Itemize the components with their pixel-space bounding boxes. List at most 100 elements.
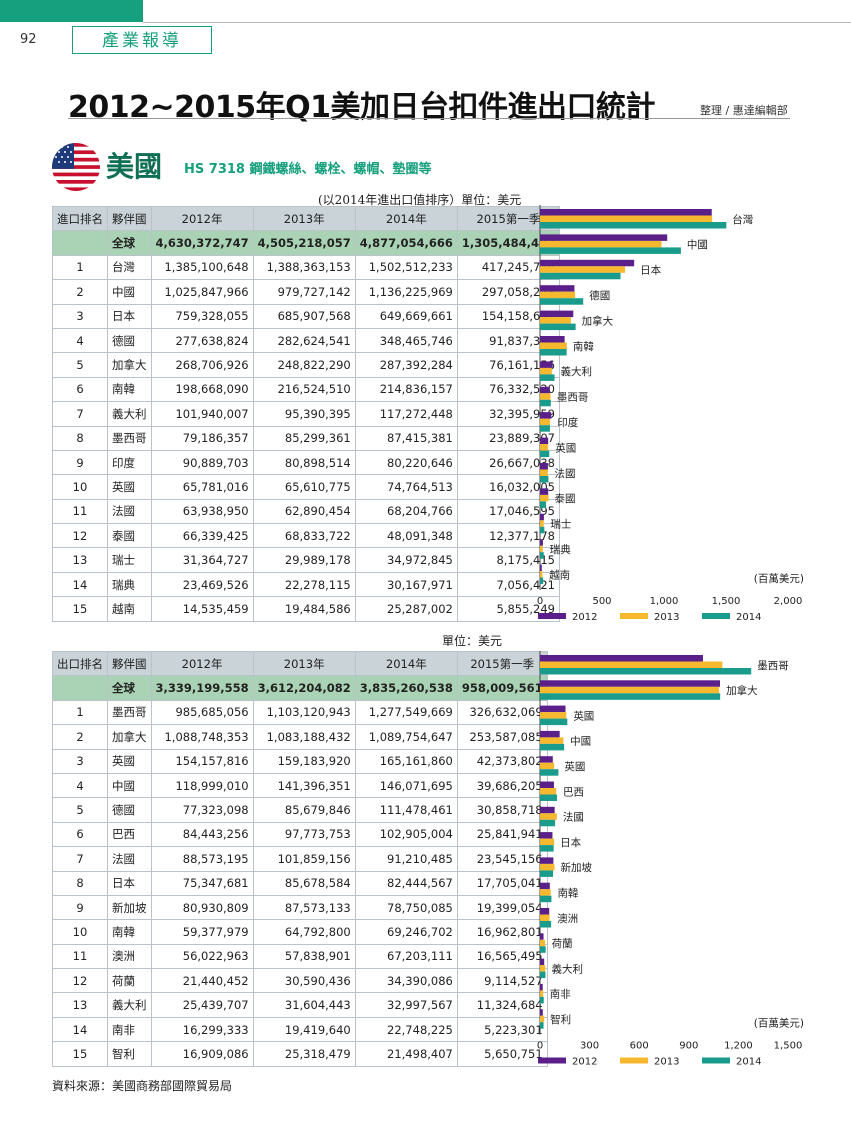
table-cell: 義大利 xyxy=(107,401,152,427)
table-cell: 22,278,115 xyxy=(252,571,356,598)
bar-2014 xyxy=(540,1022,544,1029)
table-cell: 85,299,361 xyxy=(252,425,356,451)
category-label: 南非 xyxy=(550,988,572,1001)
table-row: 8 墨西哥 79,186,357 85,299,361 87,415,381 23,889… xyxy=(52,425,561,451)
category-label: 德國 xyxy=(589,289,610,302)
category-label: 加拿大 xyxy=(726,684,758,697)
table-cell: 瑞典 xyxy=(107,571,152,598)
table-row: 11 澳洲 56,022,963 57,838,901 67,203,111 16,565… xyxy=(52,943,548,970)
table-cell: 248,822,290 xyxy=(252,352,356,378)
table-cell: 3,612,204,082 xyxy=(252,675,356,701)
table-cell: 6 xyxy=(52,821,108,848)
page-title: 2012~2015年Q1美加日台扣件進出口統計 xyxy=(68,90,656,125)
table-cell: 65,610,775 xyxy=(252,474,356,500)
bar-2013 xyxy=(540,712,567,719)
bar-2014 xyxy=(540,247,681,254)
table-cell: 1,388,363,153 xyxy=(252,254,356,281)
bar-2014 xyxy=(540,577,544,585)
bar-2012 xyxy=(540,882,550,890)
table-cell: 英國 xyxy=(107,474,152,500)
category-label: 義大利 xyxy=(561,365,592,378)
table-cell: 979,727,142 xyxy=(252,279,356,305)
table-cell: 34,390,086 xyxy=(354,968,458,994)
table-cell: 印度 xyxy=(107,449,152,476)
table-cell: 19,419,640 xyxy=(252,1016,356,1043)
table-cell: 97,773,753 xyxy=(252,821,356,848)
table-cell: 88,573,195 xyxy=(150,846,254,872)
table-cell: 17,046,595 xyxy=(456,498,561,525)
bar-2013 xyxy=(540,571,543,578)
table-header-cell: 進口排名 xyxy=(52,205,108,232)
table-row: 13 瑞士 31,364,727 29,989,178 34,972,845 8,175,… xyxy=(52,547,561,573)
bar-2012 xyxy=(540,680,720,687)
bar-2012 xyxy=(540,488,549,495)
bar-2012 xyxy=(540,564,542,572)
bar-2014 xyxy=(540,971,546,979)
table-cell: 34,972,845 xyxy=(354,547,458,573)
legend-swatch xyxy=(702,1057,730,1064)
country-heading: 美國 xyxy=(106,150,163,183)
table-cell: 加拿大 xyxy=(107,724,152,750)
bar-2013 xyxy=(540,266,626,273)
bar-2012 xyxy=(540,908,550,915)
legend-label: 2014 xyxy=(736,612,761,623)
bar-2012 xyxy=(540,259,635,267)
table-cell: 4 xyxy=(52,772,108,799)
bar-2012 xyxy=(540,361,553,368)
table-cell: 68,204,766 xyxy=(354,498,458,525)
table-cell: 165,161,860 xyxy=(354,748,458,774)
table-cell: 77,323,098 xyxy=(150,797,254,823)
legend-swatch xyxy=(538,1057,566,1064)
bar-2013 xyxy=(540,215,713,222)
table-cell: 685,907,568 xyxy=(252,303,356,329)
table-cell: 118,999,010 xyxy=(150,772,254,799)
table-cell: 12 xyxy=(52,523,108,549)
bar-2013 xyxy=(540,444,549,451)
bar-2012 xyxy=(540,655,703,662)
table-cell: 87,415,381 xyxy=(354,425,458,451)
table-cell: 75,347,681 xyxy=(150,870,254,896)
table-cell: 4,630,372,747 xyxy=(150,230,254,256)
table-cell: 65,781,016 xyxy=(150,474,254,500)
table-row: 11 法國 63,938,950 62,890,454 68,204,766 17,046… xyxy=(52,498,561,525)
table-cell: 10 xyxy=(52,919,108,945)
table-cell: 南非 xyxy=(107,1016,152,1043)
table-row: 7 法國 88,573,195 101,859,156 91,210,485 23,545… xyxy=(52,846,548,872)
table-cell: 德國 xyxy=(107,327,152,354)
bar-2014 xyxy=(540,298,584,305)
legend-swatch xyxy=(620,1057,648,1064)
table-cell: 新加坡 xyxy=(107,894,152,921)
category-label: 日本 xyxy=(560,836,581,849)
category-label: 瑞士 xyxy=(550,518,571,531)
table-cell: 90,889,703 xyxy=(150,449,254,476)
table-row: 15 越南 14,535,459 19,484,586 25,287,002 5,855,… xyxy=(52,596,561,622)
table-cell: 57,838,901 xyxy=(252,943,356,970)
category-label: 英國 xyxy=(555,441,576,454)
bar-2014 xyxy=(540,819,556,827)
table-cell: 74,764,513 xyxy=(354,474,458,500)
table-cell: 9,114,527 xyxy=(456,968,548,994)
tick-label: 600 xyxy=(630,1041,649,1052)
table-cell: 14 xyxy=(52,571,108,598)
table-cell: 台灣 xyxy=(107,254,152,281)
table-cell: 1,025,847,966 xyxy=(150,279,254,305)
table-cell: 67,203,111 xyxy=(354,943,458,970)
table-row: 1 台灣 1,385,100,648 1,388,363,153 1,502,512,2… xyxy=(52,254,561,281)
table-cell: 8 xyxy=(52,425,108,451)
bar-2014 xyxy=(540,845,554,852)
bar-2013 xyxy=(540,367,552,375)
table-cell: 9 xyxy=(52,449,108,476)
table-cell: 759,328,055 xyxy=(150,303,254,329)
bar-2013 xyxy=(540,965,546,972)
table-cell: 11 xyxy=(52,943,108,970)
bar-2012 xyxy=(540,513,544,521)
table-cell: 5,223,301 xyxy=(456,1016,548,1043)
bar-2013 xyxy=(540,291,576,299)
table-cell: 中國 xyxy=(107,279,152,305)
table-cell: 25,318,479 xyxy=(252,1041,356,1067)
table-cell: 80,220,646 xyxy=(354,449,458,476)
bar-2014 xyxy=(540,349,567,356)
table-cell: 30,858,718 xyxy=(456,797,548,823)
table-cell: 加拿大 xyxy=(107,352,152,378)
tick-label: 500 xyxy=(592,596,611,607)
